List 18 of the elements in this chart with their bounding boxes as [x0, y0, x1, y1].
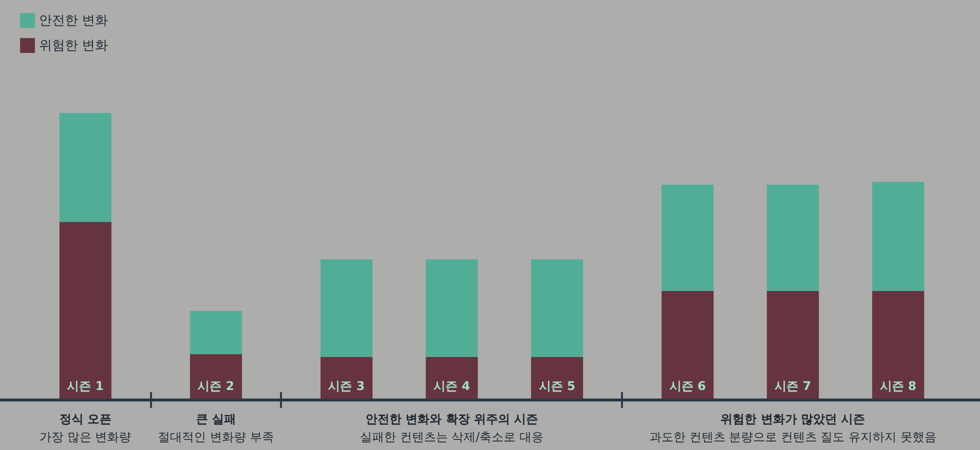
x-tick-label: 시즌 2: [198, 379, 234, 393]
legend-label: 위험한 변화: [39, 38, 108, 54]
text: 가장 많은 변화량: [40, 430, 132, 444]
x-tick-label: 시즌 7: [774, 379, 812, 393]
text: 큰 실패: [196, 412, 236, 426]
text: 실패한 컨텐츠는 삭제/축소로 대응: [360, 430, 544, 444]
text: 과도한 컨텐츠 분량으로 컨텐츠 질도 유지하지 못했음: [649, 430, 936, 444]
legend-label: 안전한 변화: [39, 14, 108, 28]
x-tick-label: 시즌 3: [328, 379, 365, 393]
x-tick-label: 시즌 1: [67, 379, 104, 393]
text: 절대적인 변화량 부족: [158, 430, 274, 444]
text: 위험한 변화가 많았던 시즌: [720, 412, 866, 426]
x-tick-label: 시즌 8: [880, 379, 916, 393]
x-tick-label: 시즌 6: [669, 379, 706, 393]
text: 정식 오픈: [59, 412, 112, 426]
text: 안전한 변화와 확장 위주의 시즌: [365, 412, 538, 426]
x-tick-label: 시즌 5: [538, 379, 576, 393]
x-tick-label: 시즌 4: [434, 379, 470, 393]
